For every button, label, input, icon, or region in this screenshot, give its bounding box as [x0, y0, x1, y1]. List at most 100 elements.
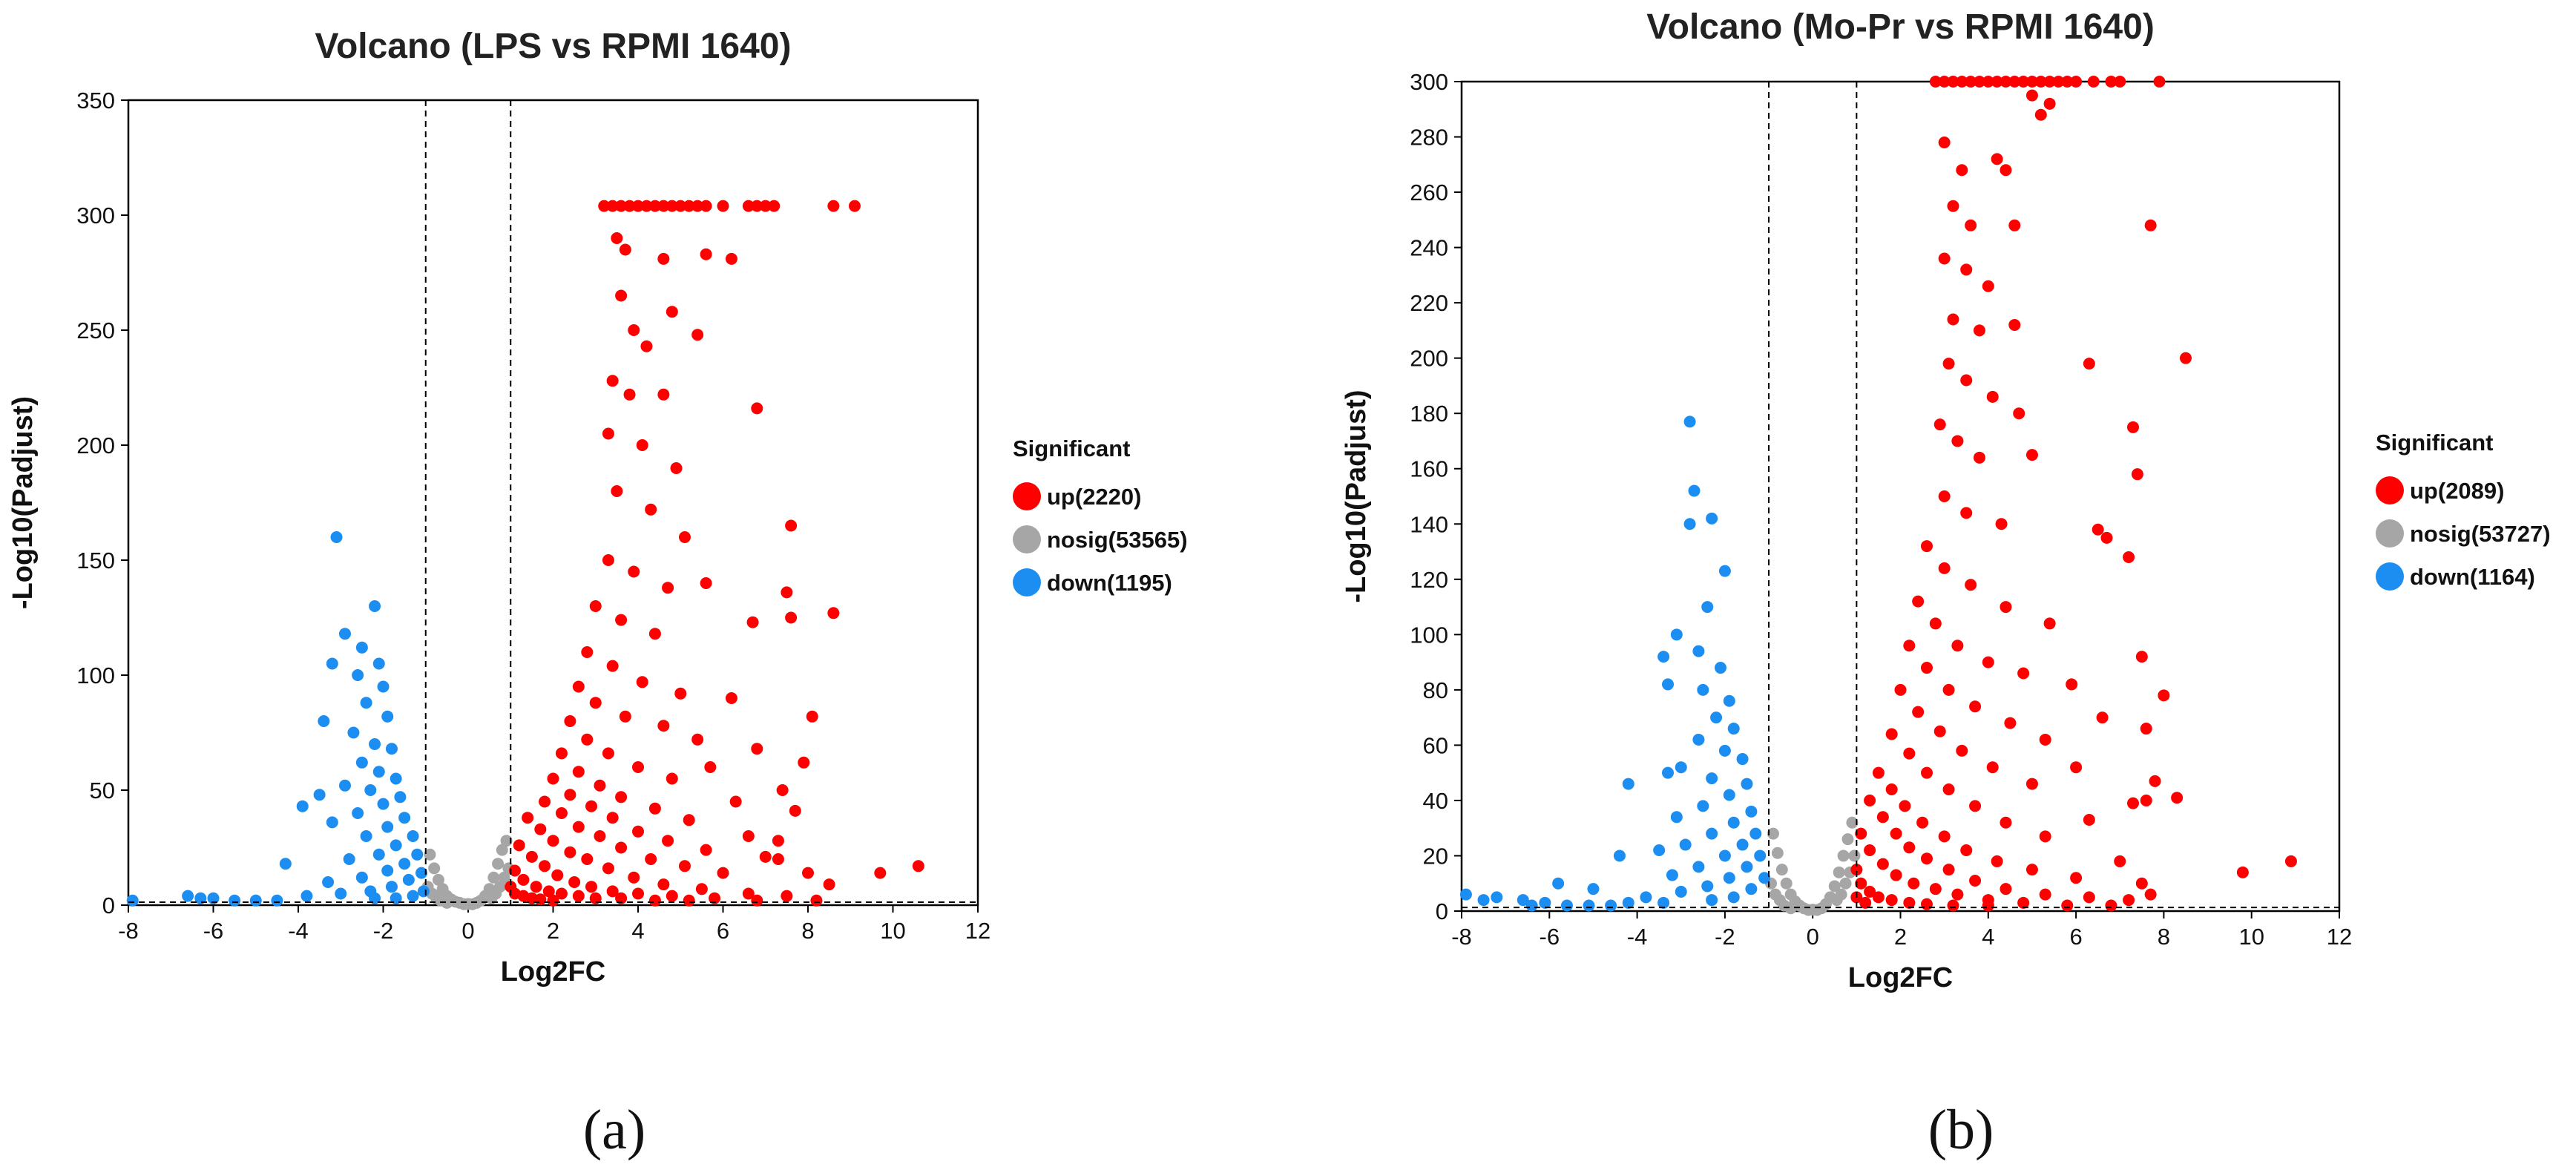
point-nosig: [466, 898, 479, 910]
point-up: [594, 779, 606, 792]
x-tick-label: 4: [1982, 924, 1994, 950]
point-up: [678, 860, 691, 872]
point-up: [636, 676, 648, 688]
point-down: [1491, 891, 1503, 904]
point-down: [1718, 565, 1731, 577]
point-up: [2034, 108, 2047, 121]
point-up: [2000, 601, 2012, 614]
point-up: [1938, 490, 1951, 502]
point-up: [2043, 617, 2056, 630]
point-up: [525, 850, 538, 863]
point-up: [2131, 468, 2143, 481]
y-tick-label: 200: [1410, 346, 1448, 372]
point-up: [2008, 318, 2021, 331]
point-down: [279, 858, 292, 870]
point-up: [2017, 896, 2030, 909]
point-up: [2140, 794, 2152, 806]
point-up: [827, 607, 840, 619]
y-tick-label: 300: [1410, 69, 1448, 95]
point-up: [1920, 540, 1933, 553]
point-nosig: [458, 898, 470, 910]
point-up: [594, 830, 606, 842]
point-down: [1723, 872, 1735, 884]
point-up: [615, 841, 628, 854]
point-up: [2025, 89, 2038, 102]
point-up: [1912, 595, 1925, 608]
point-nosig: [1835, 888, 1847, 901]
point-up: [742, 887, 755, 900]
point-up: [648, 802, 661, 815]
point-up: [700, 200, 712, 212]
y-tick-label: 200: [76, 433, 115, 459]
point-up: [2000, 164, 2012, 177]
point-up: [628, 871, 640, 884]
y-tick-label: 80: [1423, 677, 1448, 703]
point-up: [2070, 761, 2083, 774]
point-up: [2105, 899, 2117, 912]
point-up: [789, 804, 801, 817]
legend-swatch-up: [2376, 476, 2404, 505]
point-up: [2158, 689, 2170, 702]
point-up: [1942, 683, 1955, 696]
point-up: [623, 200, 636, 212]
point-down: [1706, 827, 1718, 840]
point-down: [229, 894, 241, 907]
point-up: [555, 887, 568, 900]
point-up: [1965, 76, 1977, 88]
point-down: [1706, 894, 1718, 907]
point-down: [372, 657, 385, 670]
point-down: [1710, 711, 1723, 724]
point-down: [126, 894, 139, 907]
point-up: [670, 462, 683, 474]
point-down: [296, 800, 309, 812]
point-up: [1885, 783, 1898, 796]
point-up: [751, 200, 763, 212]
point-up: [1947, 899, 1959, 912]
point-up: [1933, 418, 1946, 431]
y-tick-label: 140: [1410, 511, 1448, 537]
point-down: [369, 600, 381, 612]
x-tick-label: -4: [288, 918, 309, 944]
point-up: [1912, 706, 1925, 718]
point-up: [1960, 507, 1973, 519]
legend-swatch-nosig: [1013, 525, 1041, 553]
point-down: [343, 853, 355, 865]
point-down: [1706, 512, 1718, 525]
point-up: [1982, 899, 1994, 912]
point-up: [542, 885, 555, 898]
point-down: [1657, 896, 1670, 909]
point-down: [355, 641, 368, 654]
point-down: [1657, 651, 1670, 663]
point-up: [1872, 766, 1885, 779]
point-up: [1938, 830, 1951, 843]
x-tick-label: -6: [1540, 924, 1560, 950]
legend-title: Significant: [2376, 430, 2493, 456]
point-up: [1969, 875, 1982, 887]
y-tick-label: 180: [1410, 401, 1448, 427]
point-up: [606, 660, 619, 672]
y-tick-label: 260: [1410, 180, 1448, 206]
point-up: [2034, 76, 2047, 88]
point-up: [742, 830, 755, 842]
point-up: [606, 200, 619, 212]
point-up: [632, 200, 644, 212]
point-up: [2000, 76, 2012, 88]
point-up: [1947, 313, 1959, 326]
point-down: [1552, 877, 1565, 890]
legend-swatch-down: [1013, 568, 1041, 596]
point-up: [628, 324, 640, 336]
point-up: [606, 885, 619, 898]
point-up: [806, 710, 818, 723]
point-up: [1973, 76, 1985, 88]
point-down: [1675, 885, 1687, 898]
point-up: [1864, 794, 1876, 806]
point-down: [385, 881, 398, 893]
x-tick-label: 4: [631, 918, 644, 944]
point-down: [390, 839, 402, 852]
y-tick-label: 250: [76, 318, 115, 344]
point-up: [2179, 352, 2192, 364]
point-up: [602, 427, 614, 440]
point-up: [700, 577, 712, 589]
point-up: [534, 823, 547, 835]
volcano-chart-lps: Volcano (LPS vs RPMI 1640) -8 -6 -4 -2 0 2 4 6 8 1…: [7, 27, 1188, 987]
